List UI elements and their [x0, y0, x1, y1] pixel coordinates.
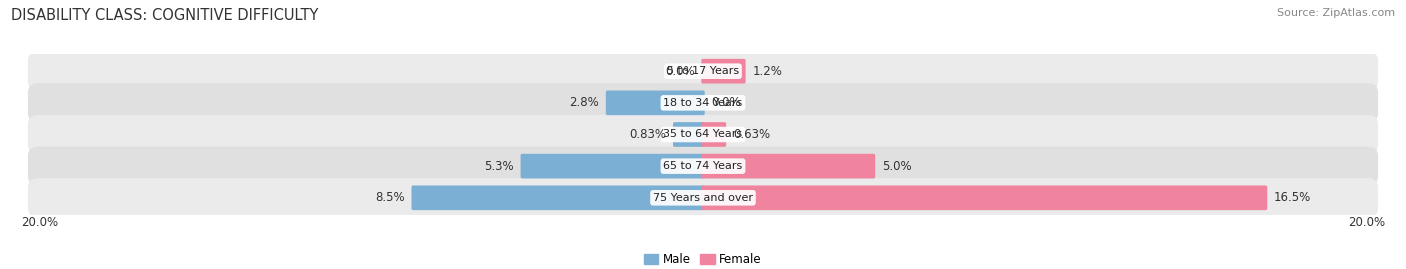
Text: 0.0%: 0.0% — [711, 96, 741, 109]
FancyBboxPatch shape — [28, 147, 1378, 186]
Text: 5.0%: 5.0% — [882, 160, 911, 173]
FancyBboxPatch shape — [28, 115, 1378, 154]
Text: 0.0%: 0.0% — [665, 65, 695, 78]
FancyBboxPatch shape — [412, 185, 704, 210]
Text: Source: ZipAtlas.com: Source: ZipAtlas.com — [1277, 8, 1395, 18]
FancyBboxPatch shape — [520, 154, 704, 179]
Text: 20.0%: 20.0% — [21, 216, 58, 229]
FancyBboxPatch shape — [702, 154, 875, 179]
FancyBboxPatch shape — [28, 52, 1378, 91]
Text: 1.2%: 1.2% — [752, 65, 782, 78]
Text: 16.5%: 16.5% — [1274, 191, 1312, 204]
FancyBboxPatch shape — [673, 122, 704, 147]
FancyBboxPatch shape — [702, 185, 1267, 210]
Text: 75 Years and over: 75 Years and over — [652, 193, 754, 203]
FancyBboxPatch shape — [28, 178, 1378, 217]
Text: 5.3%: 5.3% — [484, 160, 513, 173]
Text: 0.83%: 0.83% — [628, 128, 666, 141]
Text: 5 to 17 Years: 5 to 17 Years — [666, 66, 740, 76]
Text: DISABILITY CLASS: COGNITIVE DIFFICULTY: DISABILITY CLASS: COGNITIVE DIFFICULTY — [11, 8, 319, 23]
FancyBboxPatch shape — [606, 90, 704, 115]
FancyBboxPatch shape — [702, 122, 725, 147]
Text: 8.5%: 8.5% — [375, 191, 405, 204]
Text: 65 to 74 Years: 65 to 74 Years — [664, 161, 742, 171]
Text: 0.63%: 0.63% — [733, 128, 770, 141]
Legend: Male, Female: Male, Female — [640, 248, 766, 269]
FancyBboxPatch shape — [28, 83, 1378, 122]
Text: 18 to 34 Years: 18 to 34 Years — [664, 98, 742, 108]
Text: 35 to 64 Years: 35 to 64 Years — [664, 129, 742, 140]
FancyBboxPatch shape — [702, 59, 745, 84]
Text: 20.0%: 20.0% — [1348, 216, 1385, 229]
Text: 2.8%: 2.8% — [569, 96, 599, 109]
